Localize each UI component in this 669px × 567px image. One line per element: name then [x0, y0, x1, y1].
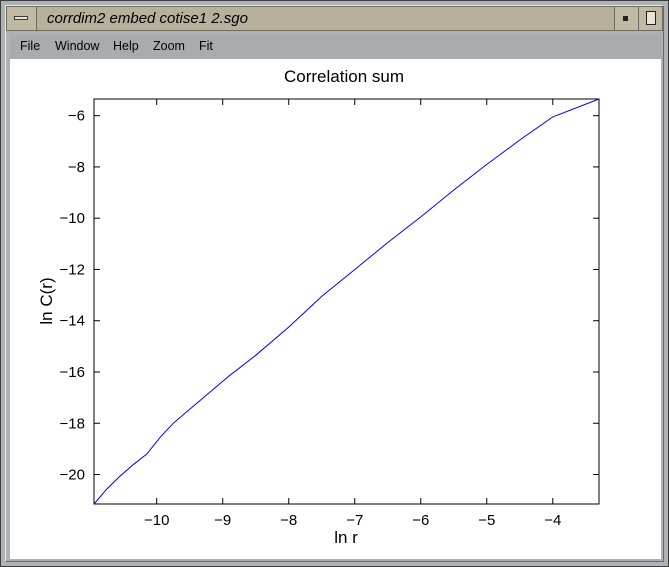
- correlation-sum-chart: Correlation sum −10 −9 −8 −7 −6 −5 −4 −20 −18 −16…: [37, 67, 600, 547]
- menu-window[interactable]: Window: [55, 39, 100, 53]
- menu-file[interactable]: File: [20, 39, 41, 53]
- chart-title: Correlation sum: [284, 67, 404, 86]
- axis-ticks: −10 −9 −8 −7 −6 −5 −4 −20 −18 −16 −14 −12 −10 −8 −6: [60, 99, 599, 529]
- y-tick-label: −10: [60, 210, 85, 227]
- axes-box: [93, 98, 600, 505]
- x-tick-label: −4: [544, 512, 561, 529]
- y-tick-label: −16: [60, 364, 85, 381]
- x-tick-label: −10: [144, 512, 169, 529]
- figure-canvas: Correlation sum −10 −9 −8 −7 −6 −5 −4 −20 −18 −16…: [10, 59, 661, 559]
- menu-fit[interactable]: Fit: [199, 39, 213, 53]
- y-tick-label: −14: [60, 313, 85, 330]
- y-tick-label: −12: [60, 261, 85, 278]
- window-title: corrdim2 embed cotise1 2.sgo: [47, 10, 248, 27]
- y-tick-label: −20: [60, 467, 85, 484]
- title-bar[interactable]: corrdim2 embed cotise1 2.sgo: [6, 6, 663, 31]
- x-axis-label: ln r: [334, 528, 358, 547]
- x-tick-label: −5: [478, 512, 495, 529]
- series-line: [93, 98, 600, 505]
- menu-zoom[interactable]: Zoom: [153, 39, 185, 53]
- y-tick-label: −6: [68, 108, 85, 125]
- x-tick-label: −6: [412, 512, 429, 529]
- menu-help[interactable]: Help: [113, 39, 139, 53]
- x-tick-label: −9: [214, 512, 231, 529]
- x-tick-label: −7: [346, 512, 363, 529]
- y-tick-label: −8: [68, 159, 85, 176]
- minimize-icon[interactable]: [614, 7, 638, 30]
- window-frame: [5, 5, 664, 562]
- maximize-icon[interactable]: [638, 7, 662, 30]
- x-tick-label: −8: [280, 512, 297, 529]
- y-tick-label: −18: [60, 415, 85, 432]
- window-menu-icon[interactable]: [7, 7, 37, 30]
- y-axis-label: ln C(r): [37, 277, 56, 324]
- menu-bar: File Window Help Zoom Fit: [10, 35, 661, 59]
